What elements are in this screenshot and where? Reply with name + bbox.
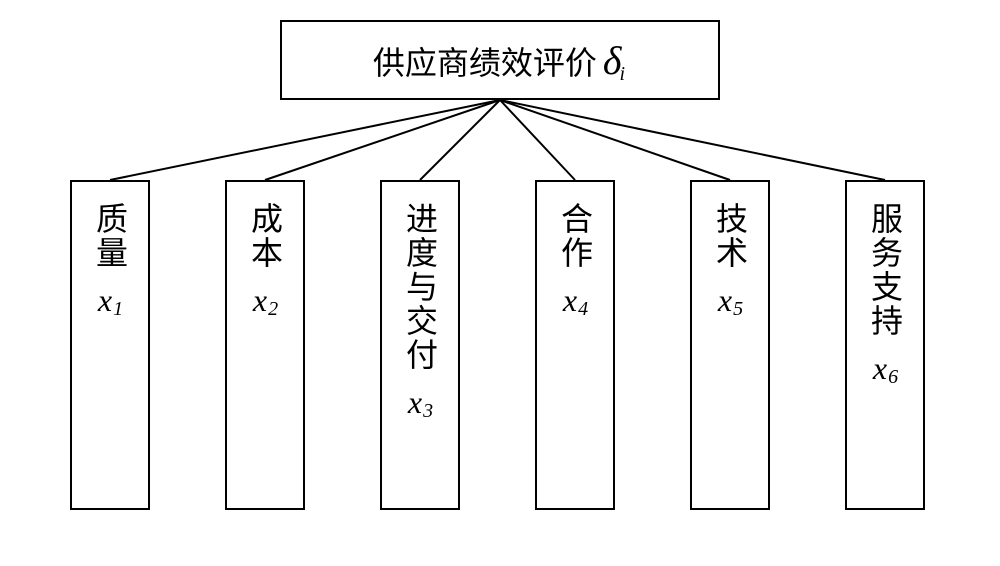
child-var: x6 [873,350,897,387]
child-label: 质量 [87,202,133,270]
child-var: x5 [718,282,742,319]
connector-6 [500,100,885,180]
child-label: 技术 [707,202,753,270]
connector-4 [500,100,575,180]
child-var: x2 [253,282,277,319]
root-label-text: 供应商绩效评价 [373,38,597,84]
child-coop: 合作 x4 [535,180,615,510]
child-quality: 质量 x1 [70,180,150,510]
child-cost: 成本 x2 [225,180,305,510]
child-tech: 技术 x5 [690,180,770,510]
connector-5 [500,100,730,180]
child-label: 进度与交付 [397,202,443,372]
child-var: x1 [98,282,122,319]
child-service: 服务支持 x6 [845,180,925,510]
child-label: 合作 [552,202,598,270]
connector-3 [420,100,500,180]
connector-1 [110,100,500,180]
child-var: x4 [563,282,587,319]
child-label: 成本 [242,202,288,270]
child-label: 服务支持 [862,202,908,338]
root-subscript: i [620,63,626,86]
child-var: x3 [408,384,432,421]
child-schedule: 进度与交付 x3 [380,180,460,510]
root-label: 供应商绩效评价 δ i [373,37,627,84]
root-box: 供应商绩效评价 δ i [280,20,720,100]
connector-2 [265,100,500,180]
